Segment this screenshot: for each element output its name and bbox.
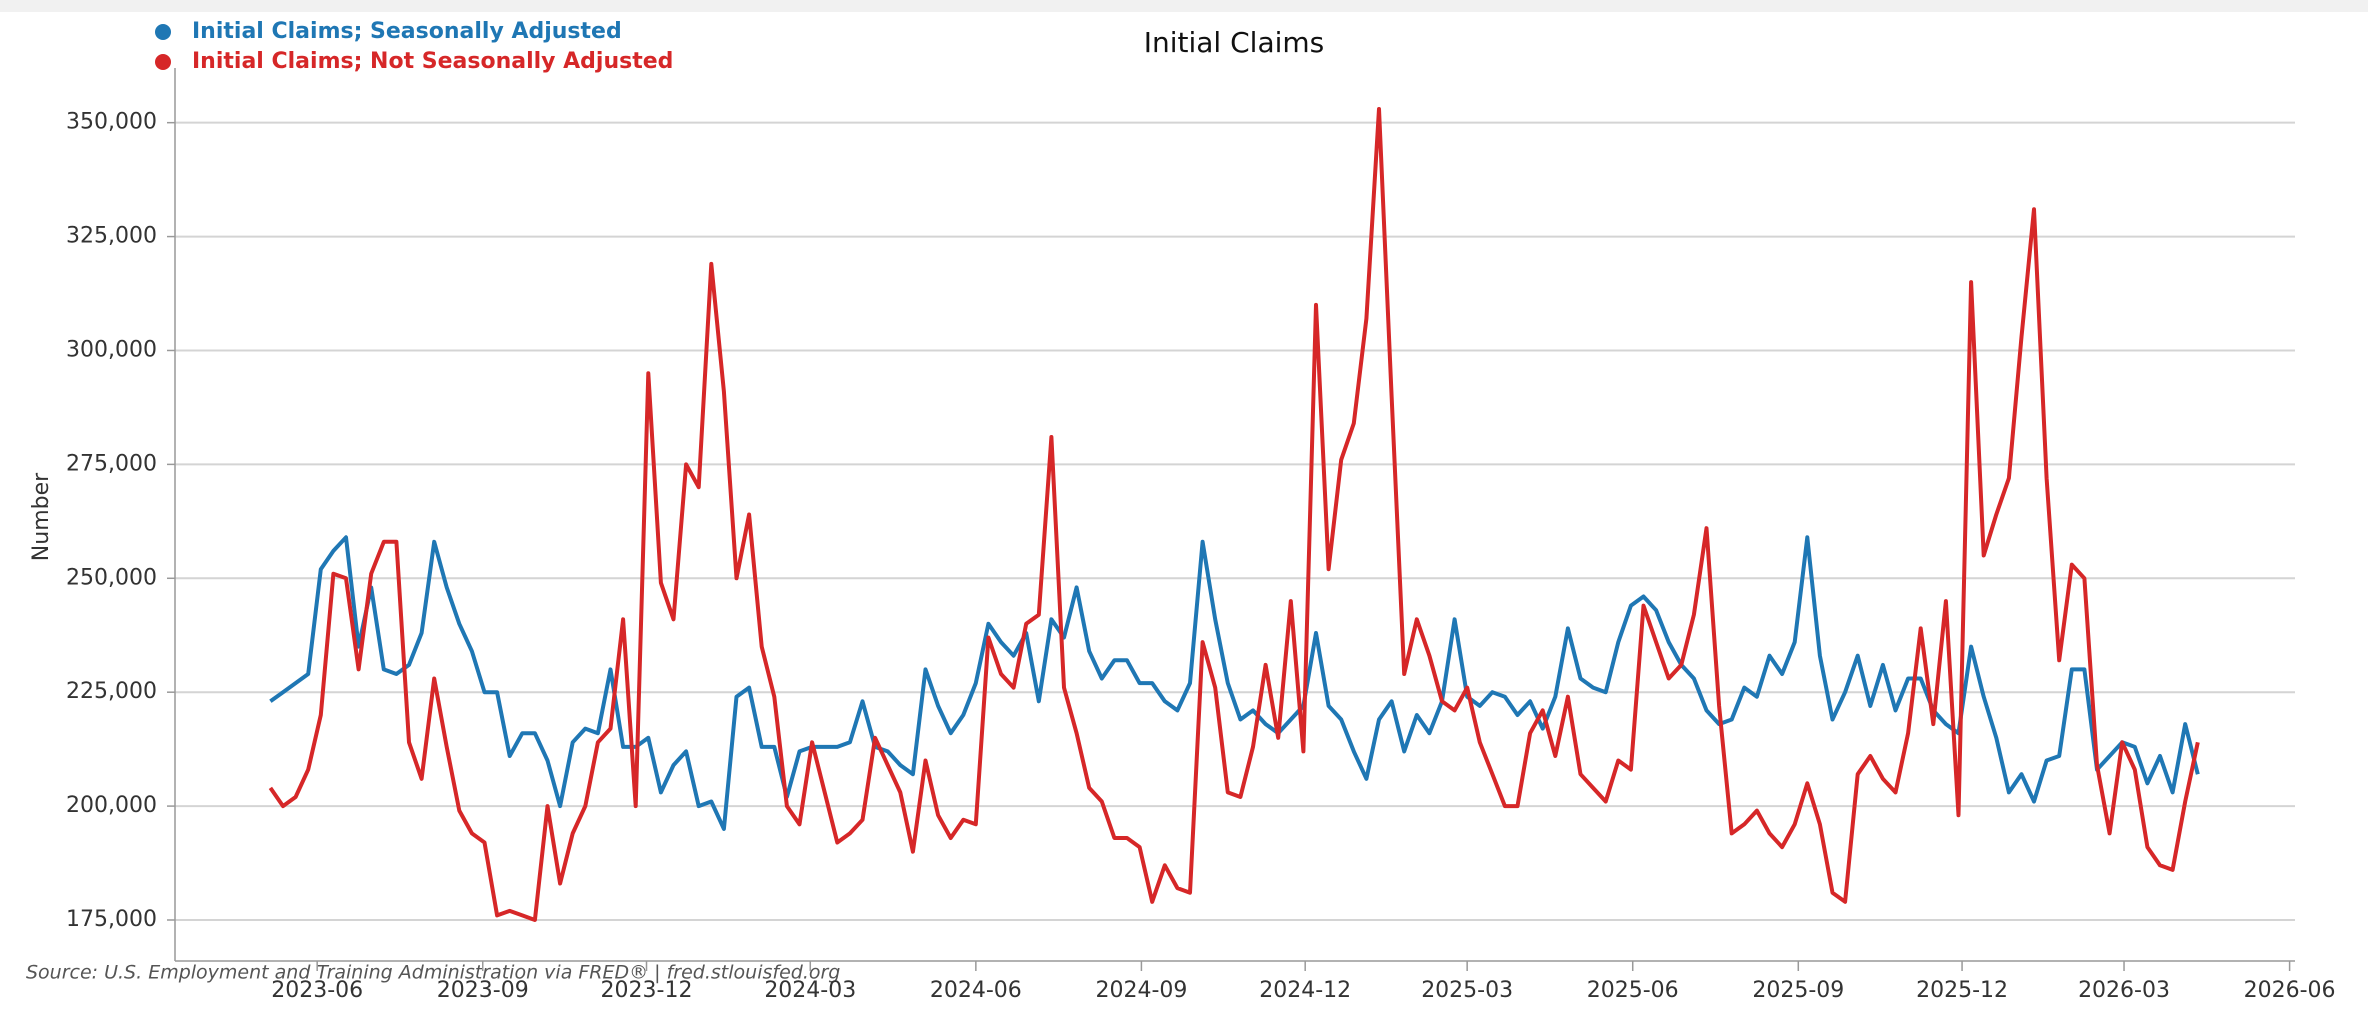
y-tick-label: 325,000 [66, 224, 157, 249]
x-tick-label: 2025-12 [1916, 978, 2008, 1003]
x-tick-label: 2024-12 [1259, 978, 1351, 1003]
header-strip [0, 0, 2368, 12]
y-tick-label: 300,000 [66, 337, 157, 362]
x-tick-label: 2023-12 [601, 978, 693, 1003]
legend-label: Initial Claims; Not Seasonally Adjusted [192, 49, 673, 74]
legend-label: Initial Claims; Seasonally Adjusted [192, 19, 622, 44]
chart-title: Initial Claims [1144, 26, 1325, 59]
x-tick-label: 2025-06 [1587, 978, 1679, 1003]
series-line [268, 107, 2200, 922]
y-tick-label: 200,000 [66, 793, 157, 818]
y-tick-label: 225,000 [66, 679, 157, 704]
y-tick-label: 350,000 [66, 110, 157, 135]
x-tick-label: 2023-09 [437, 978, 529, 1003]
legend-marker [155, 54, 171, 70]
x-tick-label: 2026-03 [2078, 978, 2170, 1003]
x-tick-label: 2024-03 [764, 978, 856, 1003]
y-axis-label: Number [29, 472, 54, 561]
x-tick-label: 2024-06 [930, 978, 1022, 1003]
series-line [269, 535, 2200, 831]
x-tick-label: 2024-09 [1095, 978, 1187, 1003]
x-tick-label: 2023-06 [271, 978, 363, 1003]
legend-marker [155, 24, 171, 40]
x-tick-label: 2025-03 [1421, 978, 1513, 1003]
x-tick-label: 2026-06 [2244, 978, 2336, 1003]
plot-area [175, 68, 2295, 961]
y-tick-label: 250,000 [66, 565, 157, 590]
source-note: Source: U.S. Employment and Training Adm… [26, 962, 840, 984]
x-tick-label: 2025-09 [1752, 978, 1844, 1003]
y-tick-label: 275,000 [66, 451, 157, 476]
y-tick-label: 175,000 [66, 907, 157, 932]
